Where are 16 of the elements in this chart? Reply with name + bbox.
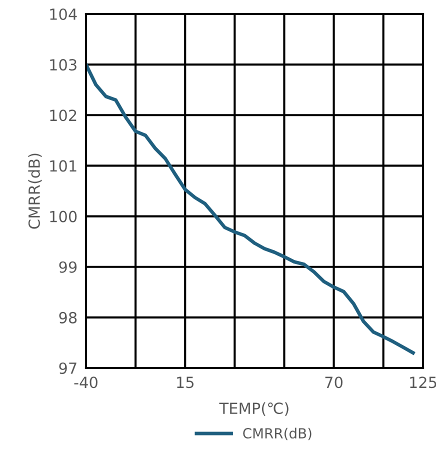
y-tick-label: 104 [50,8,77,20]
y-tick-label: 101 [50,160,76,172]
y-tick-label: 97 [59,362,76,374]
y-tick-label: 100 [50,210,77,222]
legend-label: CMRR(dB) [243,428,312,440]
y-axis-title: CMRR(dB) [28,154,42,229]
y-tick-label: 98 [59,312,77,324]
line-series [86,62,415,355]
x-tick-label: 70 [325,376,342,388]
x-tick-label: 15 [177,376,194,388]
y-tick-label: 99 [59,261,77,273]
y-tick-label: 103 [50,59,76,71]
x-tick-label: -40 [74,376,98,388]
y-tick-label: 102 [50,110,76,122]
x-axis-title: TEMP(℃) [219,402,288,416]
x-tick-label: 125 [410,376,436,388]
